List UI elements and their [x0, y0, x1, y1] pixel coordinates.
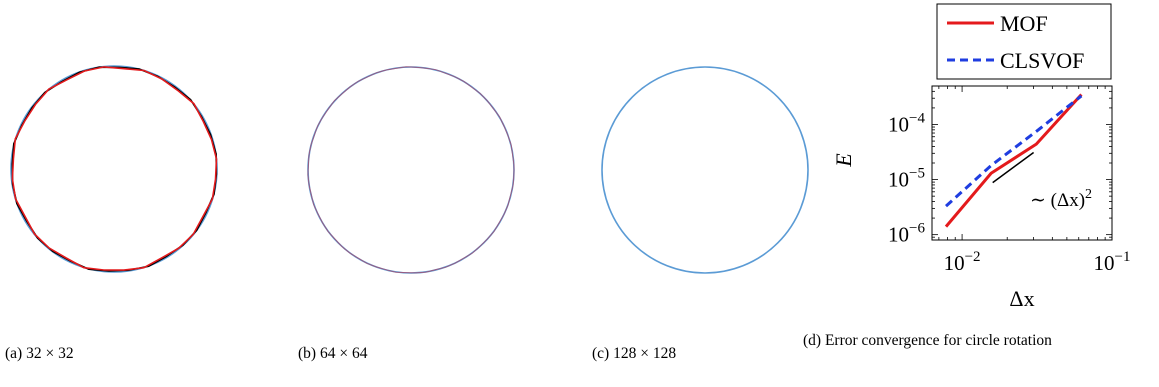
axis-tick-labels: 10−2 10−1 10−6 10−5 10−4: [888, 111, 1130, 276]
reference-slope-label: ∼ (Δx)2: [1030, 187, 1092, 211]
caption-a: (a) 32 × 32: [5, 345, 74, 362]
reference-slope: ∼ (Δx)2: [992, 151, 1092, 211]
x-tick-label: 10−2: [944, 249, 981, 275]
y-tick-label: 10−6: [888, 221, 925, 247]
panel-b-mof-polygon: [307, 66, 515, 274]
series-lines: [944, 93, 1083, 228]
convergence-chart: MOF CLSVOF 10−2 10−110−610−510−4 ∼ (Δx)2 …: [831, 3, 1130, 311]
reference-slope-line: [992, 151, 1035, 184]
legend-label-clsvof: CLSVOF: [1000, 48, 1084, 73]
caption-b: (b) 64 × 64: [298, 345, 368, 362]
legend-label-mof: MOF: [1000, 11, 1048, 36]
legend-box: [936, 3, 1112, 80]
plot-frame: [931, 85, 1113, 241]
panel-a-mof-polygon: [11, 66, 218, 271]
series-line-clsvof: [944, 94, 1083, 208]
x-axis-label: Δx: [1009, 286, 1034, 311]
y-tick-label: 10−5: [888, 166, 925, 192]
series-line-mof: [944, 93, 1083, 228]
panel-b-interface: [307, 66, 515, 274]
panel-b-reference-circle: [307, 66, 515, 274]
y-axis-label: E: [831, 153, 856, 168]
x-tick-label: 10−1: [1094, 249, 1131, 275]
panel-a-interface: [10, 65, 218, 273]
panel-c-interface: [601, 66, 809, 274]
caption-c: (c) 128 × 128: [592, 345, 677, 362]
axis-ticks: [932, 85, 1113, 241]
caption-d: (d) Error convergence for circle rotatio…: [803, 332, 1052, 349]
y-tick-label: 10−4: [888, 111, 925, 137]
panel-c-reference-circle: [601, 66, 809, 274]
